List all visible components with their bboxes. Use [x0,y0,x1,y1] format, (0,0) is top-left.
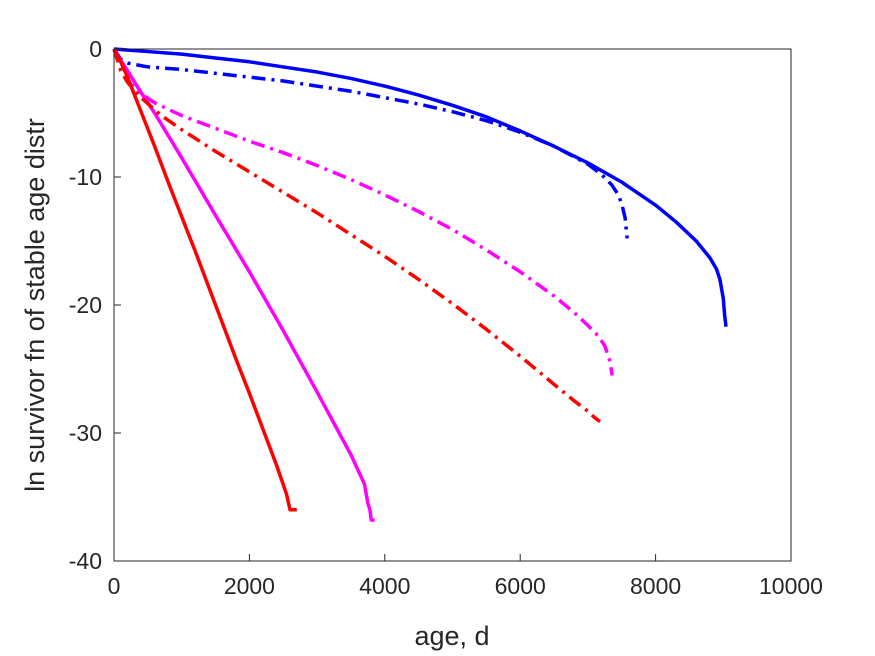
series-line-2 [112,48,629,239]
x-tick-label: 4000 [359,573,410,599]
series-layer [112,47,728,522]
y-tick-label: -20 [69,292,102,318]
y-tick-label: 0 [89,36,102,62]
series-line-5 [112,48,297,512]
x-axis-title: age, d [414,621,489,651]
x-tick-label: 2000 [224,573,275,599]
y-axis-title: ln survivor fn of stable age distr [20,118,50,492]
y-tick-label: -30 [69,420,102,446]
series-line-4 [112,48,614,376]
x-tick-label: 0 [108,573,121,599]
tick-layer: 0 2000 4000 6000 8000 10000 0 -10 -20 -30 -40 [69,36,823,599]
x-tick-label: 10000 [759,573,823,599]
series-line-3 [112,48,375,522]
y-tick-label: -10 [69,164,102,190]
x-tick-label: 6000 [495,573,546,599]
series-line-6 [112,48,602,423]
y-tick-label: -40 [69,548,102,574]
x-tick-label: 8000 [630,573,681,599]
